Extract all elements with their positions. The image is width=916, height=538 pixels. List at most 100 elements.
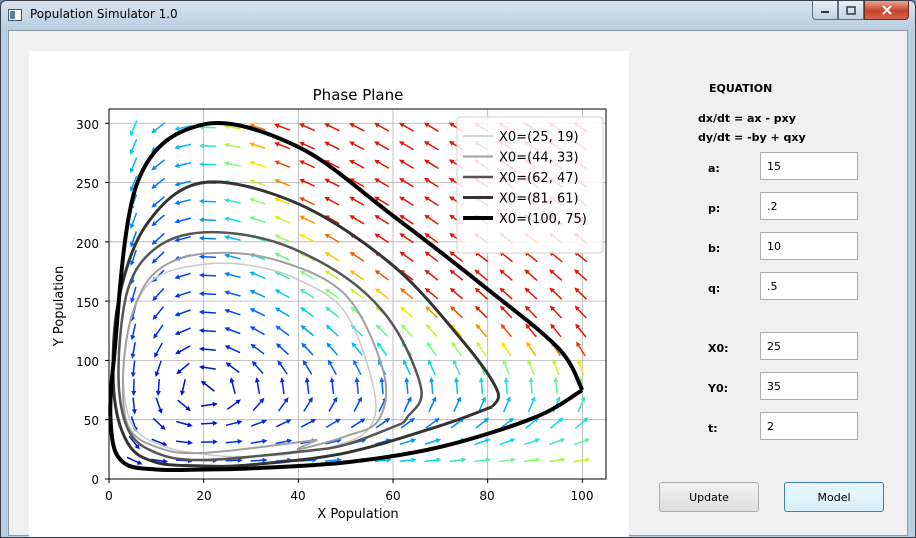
direction-arrow-head (249, 308, 256, 313)
param-a-input[interactable] (760, 152, 858, 180)
direction-arrow-head (349, 251, 356, 257)
chart-title: Phase Plane (313, 86, 404, 104)
minimize-button[interactable] (812, 1, 838, 20)
direction-arrow-head (527, 359, 533, 365)
direction-arrow-head (374, 288, 381, 294)
direction-arrow-head (506, 396, 511, 402)
direction-arrow-head (151, 239, 158, 245)
direction-arrow-head (237, 457, 243, 463)
model-button[interactable]: Model (784, 482, 884, 512)
direction-arrow-head (359, 418, 366, 424)
phase-plane-chart: Phase Plane X Population Y Population 0 … (52, 86, 607, 522)
direction-arrow-head (151, 202, 157, 208)
direction-arrow-head (152, 276, 158, 283)
direction-arrow-head (456, 396, 462, 402)
param-x0-input[interactable] (760, 332, 858, 360)
direction-arrow-head (449, 251, 455, 257)
direction-arrow-head (299, 178, 305, 184)
direction-arrow-head (224, 345, 231, 350)
direction-arrow-head (549, 305, 556, 311)
x-tick-label: 60 (385, 489, 400, 503)
direction-arrow-head (224, 235, 230, 240)
param-t-input[interactable] (760, 412, 858, 440)
direction-arrow-head (129, 186, 135, 192)
direction-arrow-head (374, 159, 380, 165)
param-y0-input[interactable] (760, 372, 858, 400)
direction-arrow-head (426, 341, 432, 348)
direction-arrow-head (324, 178, 330, 184)
direction-arrow-head (198, 291, 205, 297)
direction-arrow-head (424, 251, 430, 257)
direction-arrow-head (153, 333, 159, 339)
direction-arrow-head (503, 377, 509, 383)
direction-arrow-head (262, 438, 268, 444)
param-q-input[interactable] (760, 272, 858, 300)
direction-arrow-head (375, 324, 381, 330)
direction-arrow-head (534, 438, 541, 443)
direction-arrow-head (510, 438, 516, 443)
maximize-button[interactable] (838, 1, 864, 20)
direction-arrow-head (274, 160, 280, 166)
direction-arrow-head (199, 364, 205, 370)
caption-buttons (812, 1, 909, 21)
direction-arrow-head (406, 396, 412, 402)
direction-arrow-head (198, 346, 205, 352)
direction-arrow-head (130, 297, 135, 304)
direction-arrow-head (524, 287, 530, 293)
direction-arrow-head (286, 438, 293, 444)
direction-arrow-head (229, 377, 235, 383)
direction-arrow-head (410, 438, 417, 444)
direction-arrow-head (399, 196, 405, 202)
close-button[interactable] (864, 1, 909, 20)
direction-arrow-head (400, 324, 406, 330)
direction-arrow-head (574, 269, 580, 275)
param-x0-label: X0: (708, 342, 729, 355)
direction-arrow-head (300, 307, 306, 312)
param-p-input[interactable] (760, 192, 858, 220)
phase-plane-plot: Phase Plane X Population Y Population 0 … (29, 51, 629, 537)
close-icon (881, 5, 892, 15)
direction-arrow-head (185, 405, 191, 412)
direction-arrow-head (584, 438, 591, 443)
direction-arrow-head (249, 179, 255, 184)
direction-arrow-head (354, 377, 360, 383)
direction-arrow-head (251, 360, 258, 367)
direction-arrow-head (249, 216, 255, 221)
direction-arrow-head (200, 380, 207, 386)
direction-arrow-head (212, 439, 218, 445)
direction-arrow-head (349, 159, 355, 165)
direction-arrow-head (198, 328, 205, 334)
direction-arrow-head (379, 377, 385, 383)
direction-arrow-head (499, 287, 505, 293)
direction-arrow-head (485, 457, 492, 463)
param-y0-label: Y0: (708, 382, 729, 395)
title-bar[interactable]: Population Simulator 1.0 (1, 1, 915, 29)
param-b-input[interactable] (760, 232, 858, 260)
direction-arrow-head (157, 408, 163, 414)
direction-arrow-head (324, 270, 331, 276)
direction-arrow-head (452, 359, 458, 365)
direction-arrow-head (249, 197, 255, 203)
direction-arrow-head (374, 141, 380, 146)
direction-arrow-head (409, 418, 415, 423)
direction-arrow-head (174, 181, 180, 187)
direction-arrow-head (448, 177, 455, 183)
direction-arrow-head (274, 289, 281, 295)
direction-arrow-head (180, 390, 185, 396)
direction-arrow-head (335, 418, 341, 424)
update-button[interactable]: Update (659, 482, 759, 512)
direction-arrow-head (499, 305, 506, 312)
param-a-label: a: (708, 162, 720, 175)
x-axis-label: X Population (317, 507, 398, 522)
trajectory-line (117, 230, 423, 462)
direction-arrow-head (198, 161, 205, 167)
direction-arrow-head (279, 377, 285, 383)
direction-arrow-head (198, 254, 205, 260)
direction-arrow-head (299, 141, 305, 147)
direction-arrow-head (160, 424, 166, 431)
direction-arrow-head (574, 287, 580, 293)
direction-arrow-head (451, 341, 457, 348)
direction-arrow-head (176, 369, 182, 375)
direction-arrow-head (424, 287, 431, 293)
